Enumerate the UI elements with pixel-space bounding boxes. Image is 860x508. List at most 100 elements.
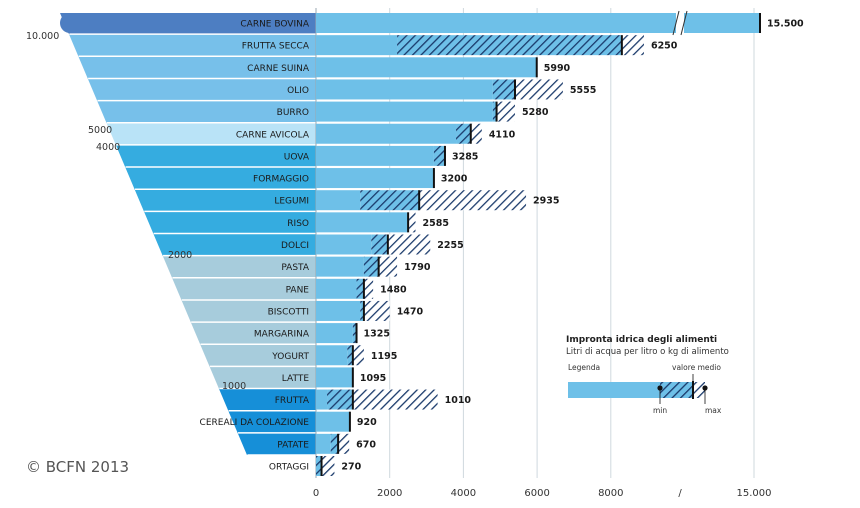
category-label: PASTA — [281, 263, 310, 273]
category-label: DOLCI — [281, 241, 309, 251]
legend-bar-hatch-max — [693, 382, 705, 398]
value-label: 2585 — [422, 218, 448, 229]
category-label: LEGUMI — [274, 197, 309, 207]
bar-segment — [316, 300, 361, 321]
bar-range-upper — [470, 123, 482, 144]
category-labels: CARNE BOVINA FRUTTA SECCA CARNE SUINA OLIO B… — [200, 20, 310, 473]
copyright-notice: © BCFN 2013 — [26, 458, 130, 476]
legend-min-label: min — [653, 406, 667, 415]
value-label: 1470 — [397, 306, 424, 317]
side-scale-label: 1000 — [222, 381, 246, 392]
value-label: 1480 — [380, 284, 407, 295]
side-scale-label: 5000 — [88, 125, 112, 136]
bar-segment — [316, 13, 676, 33]
funnel-band-5 — [218, 388, 316, 455]
value-label: 5280 — [522, 107, 549, 118]
value-labels: 15.500 6250 5990 5555 5280 4110 3285 3200 2935 25… — [341, 19, 804, 473]
category-label: FORMAGGIO — [253, 175, 309, 185]
legend-max-dot — [702, 385, 708, 391]
funnel-top-cap — [60, 13, 90, 33]
value-label: 15.500 — [767, 19, 804, 30]
bar-segment — [316, 367, 353, 388]
value-label: 4110 — [489, 129, 516, 140]
bar-range-upper — [496, 101, 515, 122]
value-label: 6250 — [651, 41, 678, 52]
bar-segment — [316, 212, 409, 233]
value-label: 1195 — [371, 351, 397, 362]
category-label: FRUTTA — [275, 396, 310, 406]
value-label: 1095 — [360, 373, 386, 384]
x-tick-label: 4000 — [451, 488, 476, 499]
bar-range-upper — [408, 212, 416, 233]
category-label: ORTAGGI — [269, 463, 309, 473]
bar-range-lower — [363, 256, 379, 277]
value-label: 1010 — [445, 395, 472, 406]
bar-range-lower — [327, 389, 353, 410]
category-label: PATATE — [277, 440, 309, 450]
value-label: 1790 — [404, 262, 431, 273]
bar-range-upper — [378, 256, 398, 277]
bar-range-upper — [514, 79, 563, 100]
category-label: PANE — [286, 285, 310, 295]
legend-subtitle: Litri di acqua per litro o kg di aliment… — [566, 347, 729, 357]
legend-max-label: max — [705, 406, 722, 415]
bar-segment — [316, 433, 331, 454]
bar-range-upper — [363, 278, 374, 299]
category-label: BISCOTTI — [268, 307, 309, 317]
bar-range-lower — [492, 79, 515, 100]
x-tick-label: 15.000 — [737, 488, 772, 499]
bar-range-lower — [352, 323, 357, 344]
bar-range-upper — [321, 456, 335, 476]
bar-range-upper — [352, 345, 364, 366]
value-label: 2935 — [533, 196, 559, 207]
value-label: 5990 — [544, 63, 571, 74]
bar-segment — [316, 234, 372, 255]
bar-range-upper — [419, 190, 527, 211]
category-label: RISO — [287, 219, 309, 229]
x-axis: 0 2000 4000 6000 8000 15.000 / — [313, 488, 772, 499]
x-tick-label: 2000 — [377, 488, 402, 499]
bar-segment — [316, 389, 328, 410]
legend: Impronta idrica degli alimenti Litri di … — [566, 335, 729, 415]
category-label: CEREALI DA COLAZIONE — [200, 418, 310, 428]
bar-segment — [316, 345, 348, 366]
x-tick-label: 6000 — [524, 488, 549, 499]
side-scale-label: 10.000 — [26, 31, 59, 42]
legend-mean-label: valore medio — [672, 363, 721, 372]
value-label: 3285 — [452, 151, 478, 162]
bar-range-lower — [492, 101, 497, 122]
bar-segment — [316, 57, 537, 78]
bar-range-lower — [330, 433, 339, 454]
bar-range-upper — [363, 300, 390, 321]
bar-segment — [316, 123, 457, 144]
bar-range-lower — [371, 234, 388, 255]
bar-range-lower — [433, 145, 445, 166]
funnel-band-6 — [246, 455, 316, 478]
bar-segment — [316, 411, 350, 432]
bar-range-lower — [456, 123, 471, 144]
legend-title: Impronta idrica degli alimenti — [566, 335, 717, 345]
funnel-band-3 — [115, 144, 316, 256]
category-label: BURRO — [277, 108, 309, 118]
category-label: OLIO — [287, 86, 309, 96]
side-scale-label: 2000 — [168, 250, 192, 261]
side-scale-label: 4000 — [96, 142, 120, 153]
bars-layer — [316, 10, 761, 476]
axis-break-mark — [680, 10, 688, 36]
bar-segment — [316, 190, 361, 211]
value-label: 270 — [341, 462, 361, 473]
bar-range-lower — [360, 190, 420, 211]
bar-segment — [316, 256, 364, 277]
bar-segment — [316, 79, 493, 100]
funnel-band-2 — [106, 122, 316, 145]
x-axis-break-symbol: / — [678, 488, 682, 499]
category-label: UOVA — [284, 152, 310, 162]
bar-range-lower — [356, 278, 364, 299]
side-scale: 10.000 5000 4000 2000 1000 — [26, 31, 246, 392]
category-label: CARNE AVICOLA — [236, 130, 310, 140]
legend-bar-solid — [568, 382, 660, 398]
bar-segment — [316, 35, 398, 56]
legend-min-dot — [657, 385, 663, 391]
bar-segment — [316, 278, 357, 299]
axis-break-mark — [672, 10, 680, 36]
